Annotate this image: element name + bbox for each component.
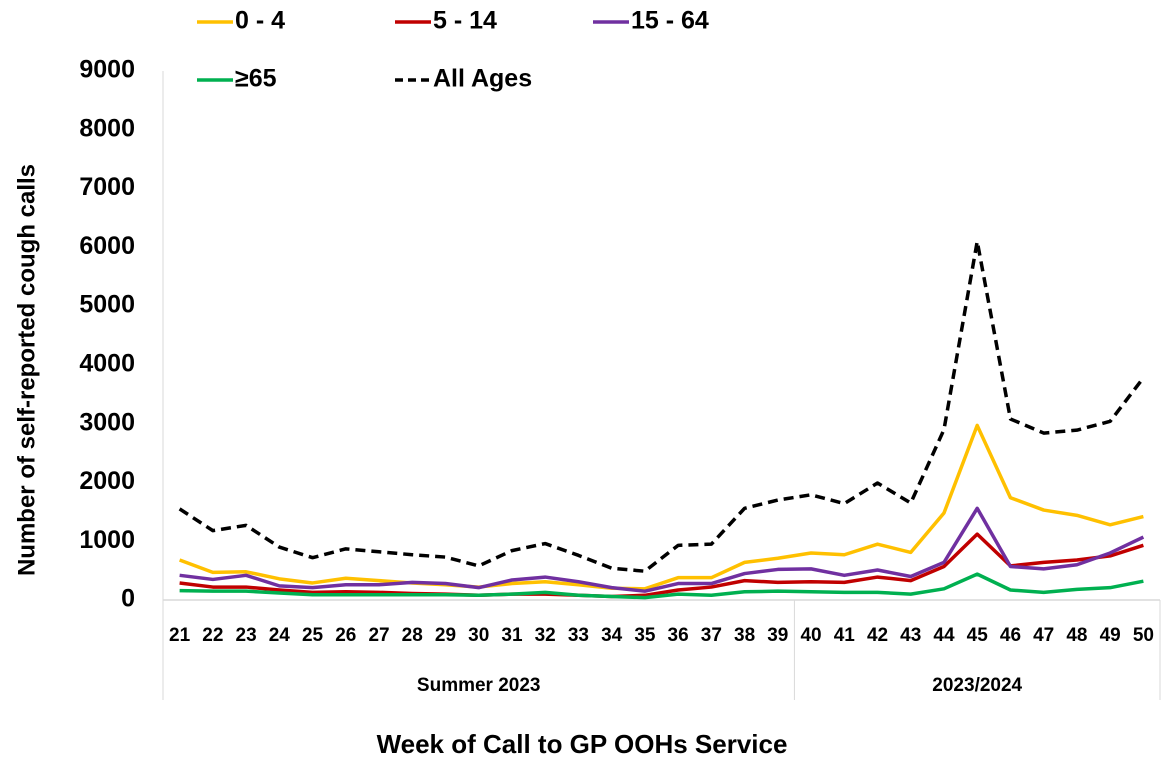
legend-label: 0 - 4	[235, 7, 285, 35]
series-line	[179, 532, 1144, 599]
legend-label: ≥65	[235, 65, 277, 93]
y-tick-label: 0	[121, 585, 135, 613]
y-tick-label: 3000	[79, 408, 135, 436]
x-tick-label: 36	[668, 625, 689, 646]
y-tick-label: 5000	[79, 291, 135, 319]
y-tick-label: 7000	[79, 173, 135, 201]
x-tick-label: 41	[834, 625, 856, 646]
legend-label: All Ages	[433, 65, 532, 93]
x-tick-label: 38	[734, 625, 755, 646]
x-tick-label: 29	[435, 625, 456, 646]
x-tick-label: 40	[800, 625, 821, 646]
x-tick-label: 24	[269, 625, 291, 646]
x-tick-label: 22	[202, 625, 223, 646]
x-tick-label: 28	[402, 625, 423, 646]
x-tick-label: 45	[967, 625, 989, 646]
x-tick-label: 39	[767, 625, 788, 646]
x-axis-title: Week of Call to GP OOHs Service	[377, 729, 788, 759]
x-tick-label: 37	[701, 625, 722, 646]
series-line	[179, 572, 1144, 600]
x-tick-label: 42	[867, 625, 888, 646]
x-tick-label: 35	[634, 625, 656, 646]
series-line	[178, 239, 1145, 573]
x-tick-label: 33	[568, 625, 589, 646]
legend-label: 5 - 14	[433, 7, 497, 35]
x-tick-label: 23	[236, 625, 257, 646]
x-tick-label: 31	[501, 625, 523, 646]
y-tick-label: 2000	[79, 467, 135, 495]
y-tick-label: 4000	[79, 349, 135, 377]
series-line	[179, 423, 1144, 591]
y-tick-label: 1000	[79, 526, 135, 554]
x-tick-label: 26	[335, 625, 356, 646]
x-tick-label: 25	[302, 625, 324, 646]
x-tick-label: 49	[1100, 625, 1121, 646]
x-tick-label: 30	[468, 625, 489, 646]
group-label: 2023/2024	[932, 675, 1022, 696]
x-tick-label: 44	[933, 625, 955, 646]
x-tick-label: 48	[1066, 625, 1087, 646]
y-axis-title: Number of self-reported cough calls	[13, 164, 40, 576]
x-tick-label: 46	[1000, 625, 1021, 646]
group-label: Summer 2023	[417, 675, 541, 696]
y-tick-label: 6000	[79, 232, 135, 260]
x-tick-label: 43	[900, 625, 921, 646]
x-tick-label: 34	[601, 625, 623, 646]
x-tick-label: 50	[1133, 625, 1154, 646]
x-tick-label: 47	[1033, 625, 1054, 646]
x-tick-label: 21	[169, 625, 191, 646]
x-tick-label: 27	[368, 625, 389, 646]
legend-label: 15 - 64	[631, 7, 709, 35]
x-tick-label: 32	[535, 625, 556, 646]
y-tick-label: 8000	[79, 114, 135, 142]
series-line	[179, 506, 1145, 593]
y-tick-label: 9000	[79, 56, 135, 84]
